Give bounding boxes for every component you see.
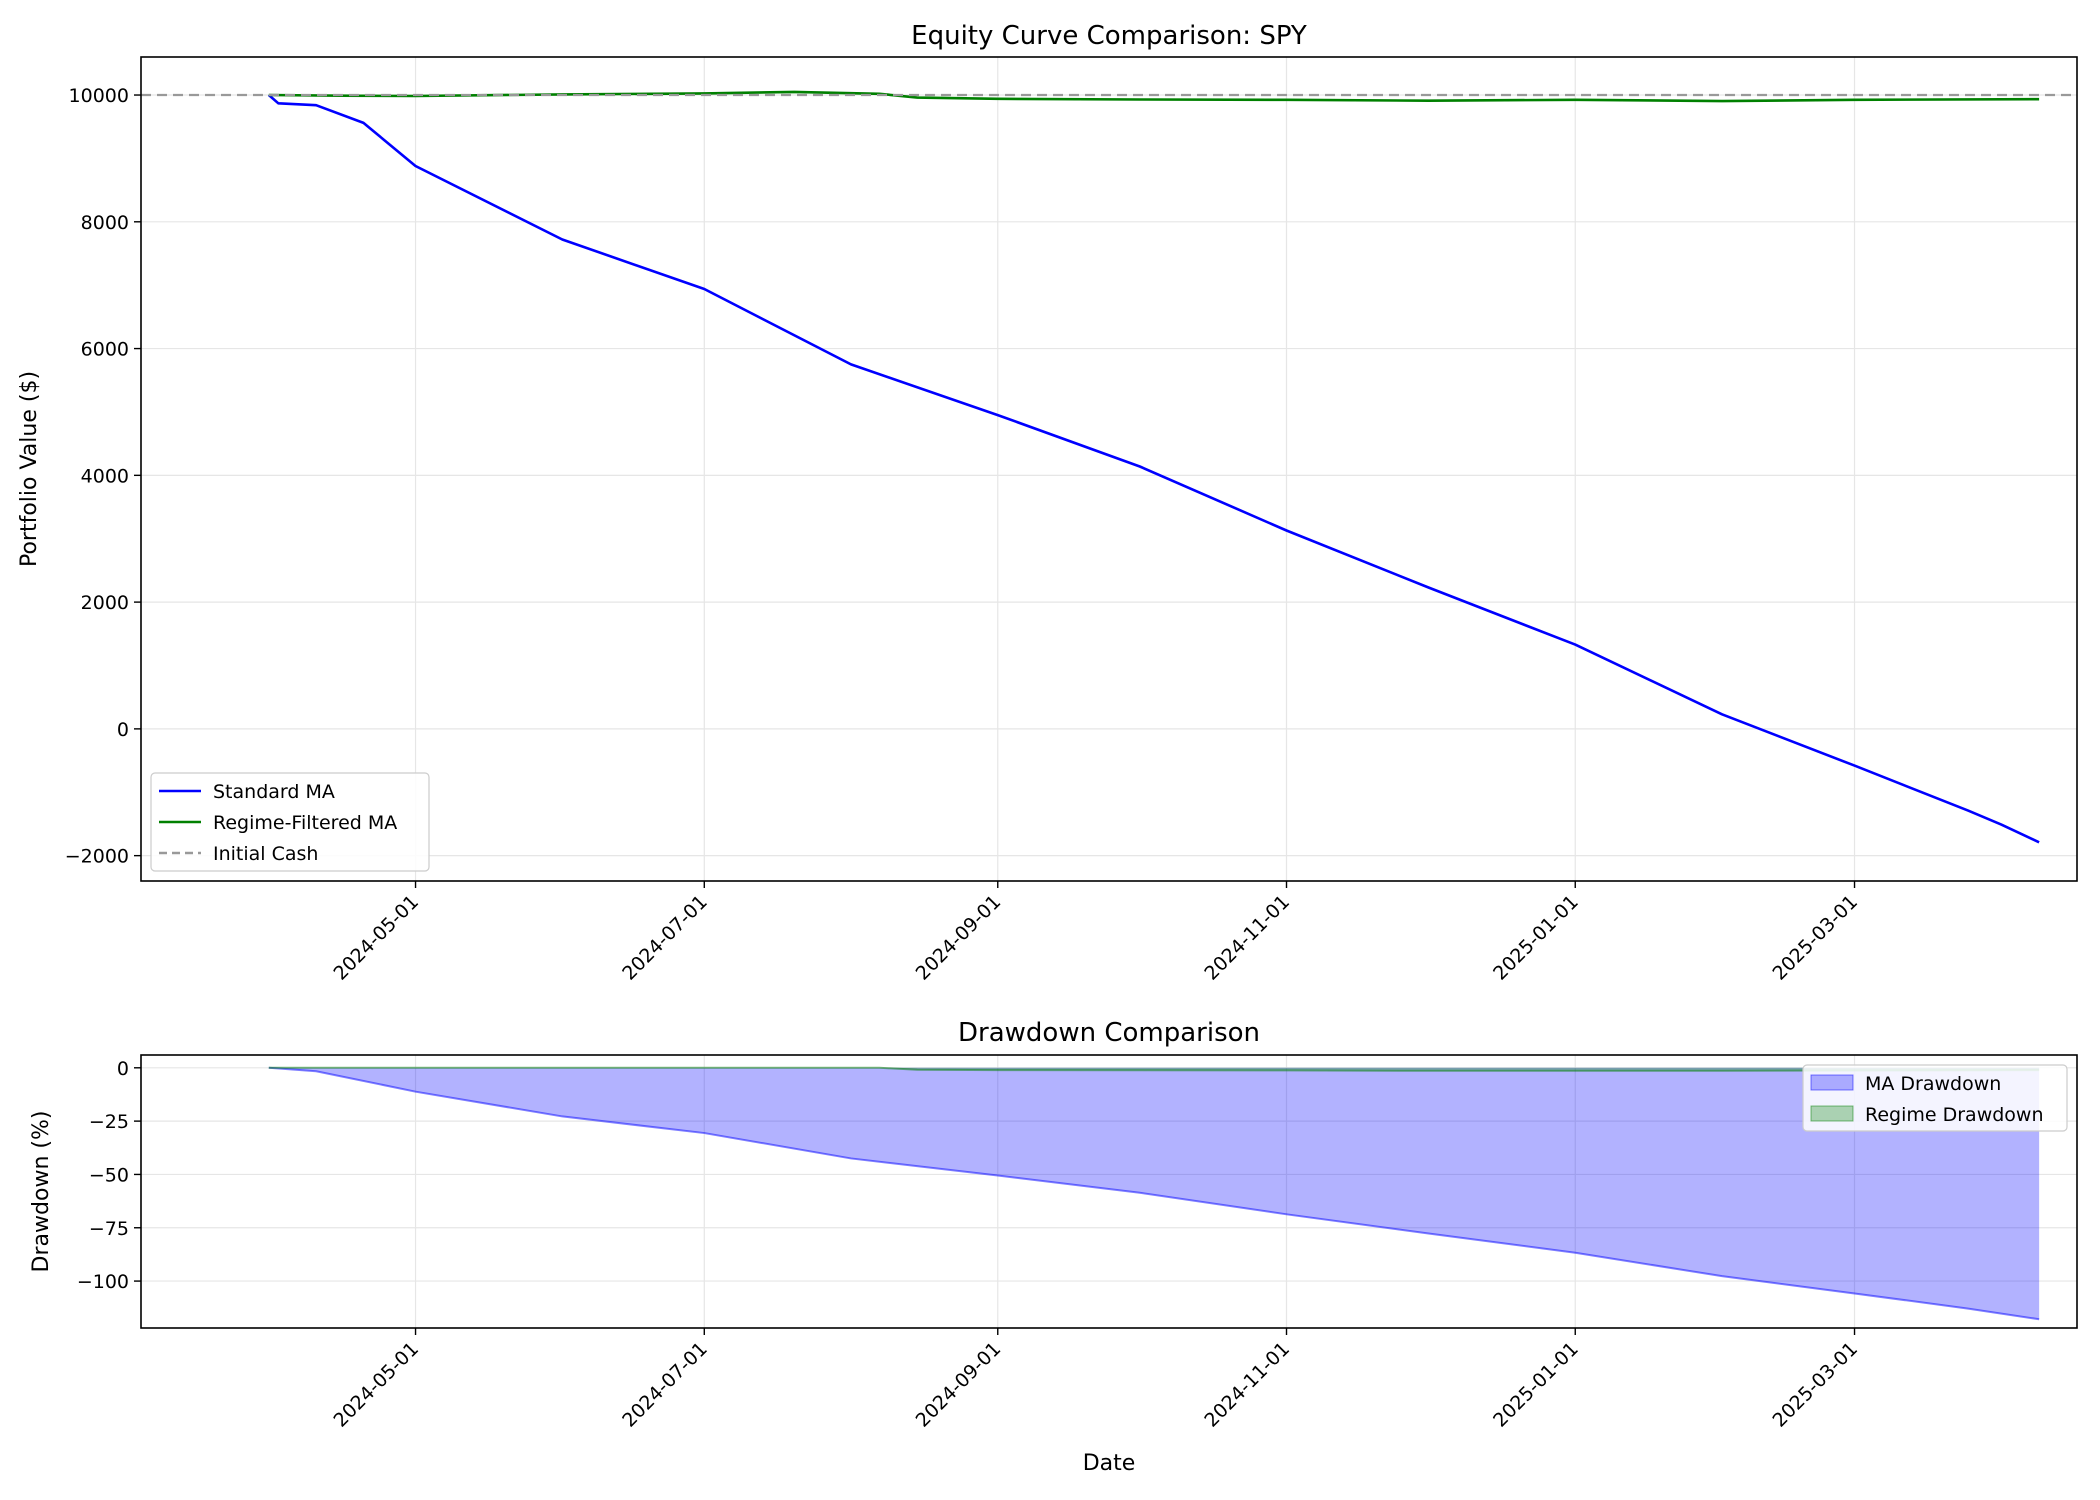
legend-box	[150, 772, 430, 872]
legend-label: Regime-Filtered MA	[213, 812, 397, 834]
equity-grid	[141, 57, 2077, 881]
y-tick-label: 8000	[81, 212, 129, 234]
legend-swatch	[1810, 1105, 1854, 1122]
legend-label: MA Drawdown	[1865, 1073, 2001, 1095]
y-tick-label: 0	[117, 719, 129, 741]
y-tick-label: 0	[117, 1058, 129, 1080]
area-edge-regime-drawdown	[268, 1066, 2040, 1072]
equity-y-axis-label: Portfolio Value ($)	[17, 371, 42, 567]
y-tick-label: −75	[89, 1218, 129, 1240]
drawdown-chart-title: Drawdown Comparison	[958, 1018, 1260, 1048]
legend-swatch	[1810, 1074, 1854, 1091]
drawdown-y-axis-label: Drawdown (%)	[29, 1111, 54, 1273]
drawdown-y-ticks: −100 −75 −50 −25 0	[77, 1058, 141, 1293]
y-tick-label: 10000	[69, 85, 129, 107]
legend-label: Initial Cash	[213, 843, 318, 865]
series-line-standard-ma	[267, 94, 2040, 844]
y-tick-label: −50	[89, 1164, 129, 1186]
legend-label: Regime Drawdown	[1865, 1104, 2044, 1126]
drawdown-series-layer	[268, 1066, 2040, 1321]
drawdown-axes-frame	[140, 1054, 2078, 1329]
area-fill-ma-drawdown	[268, 1067, 2040, 1320]
equity-series-layer	[141, 90, 2077, 844]
equity-y-ticks: −2000 0 2000 4000 6000 8000 10000	[65, 85, 141, 868]
equity-axes-frame	[140, 56, 2078, 882]
y-tick-label: 2000	[81, 592, 129, 614]
legend-box	[1802, 1064, 2068, 1132]
area-edge-ma-drawdown	[268, 1066, 2040, 1321]
y-tick-label: 4000	[81, 465, 129, 487]
series-line-regime-filtered-ma	[268, 90, 2040, 103]
drawdown-legend: MA Drawdown Regime Drawdown	[1802, 1064, 2068, 1132]
y-tick-label: −2000	[65, 846, 129, 868]
equity-chart-title: Equity Curve Comparison: SPY	[911, 21, 1307, 51]
equity-legend: Standard MA Regime-Filtered MA Initial Cas…	[150, 772, 430, 872]
y-tick-label: −100	[77, 1271, 129, 1293]
legend-label: Standard MA	[213, 781, 335, 803]
drawdown-x-axis-label: Date	[1083, 1451, 1136, 1476]
y-tick-label: 6000	[81, 339, 129, 361]
y-tick-label: −25	[89, 1111, 129, 1133]
